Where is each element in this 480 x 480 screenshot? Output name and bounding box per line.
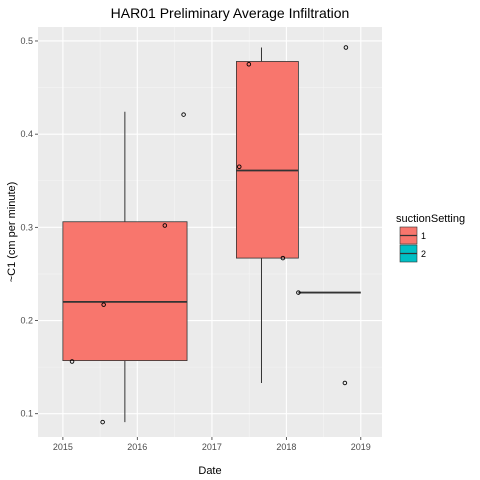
y-tick-label: 0.3 [20,222,33,232]
data-point [101,302,106,307]
x-tick-label: 2016 [127,442,147,452]
data-point [237,164,242,170]
legend-title: suctionSetting [396,213,465,225]
point-layer [69,45,349,425]
chart-title: HAR01 Preliminary Average Infiltration [111,5,350,21]
data-point [100,419,105,425]
x-axis-ticks: 2015 2016 2017 2018 2019 [53,437,371,452]
y-tick-label: 0.2 [20,316,33,326]
data-point [296,290,301,295]
box-body [236,61,299,259]
y-tick-label: 0.1 [20,409,33,419]
y-axis-label: ~C1 (cm per minute) [6,182,18,283]
x-tick-label: 2019 [351,442,371,452]
x-axis-label: Date [198,465,221,477]
box-layer [62,47,361,423]
x-tick-label: 2017 [202,442,222,452]
data-point [246,62,252,67]
x-tick-label: 2015 [53,442,73,452]
y-tick-label: 0.5 [20,36,33,46]
box-body [62,221,188,361]
legend-label-1: 1 [421,231,426,241]
data-point [343,45,349,50]
data-point [280,255,286,261]
x-tick-label: 2018 [276,442,296,452]
legend: suctionSetting 1 2 [396,213,465,263]
y-tick-label: 0.4 [20,129,33,139]
data-point [69,359,75,364]
y-axis-ticks: 0.1 0.2 0.3 0.4 0.5 [20,36,38,419]
legend-label-2: 2 [421,249,426,259]
data-point [181,112,186,117]
data-point [162,223,168,228]
data-point [342,380,348,386]
